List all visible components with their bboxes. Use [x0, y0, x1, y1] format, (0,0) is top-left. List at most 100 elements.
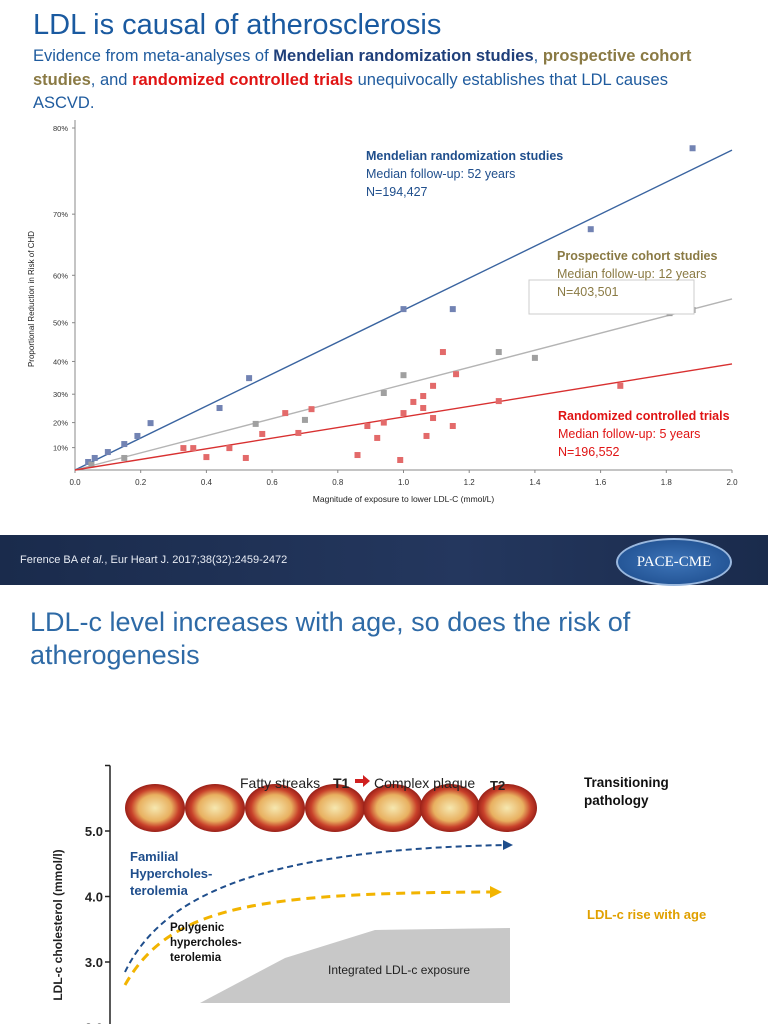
data-point [282, 410, 289, 417]
slide-2-chart: 2.0 3.0 4.0 5.0 LDL-c cholesterol (mmol/l) Fa… [51, 764, 706, 1024]
subtitle-segment: , and [90, 70, 133, 89]
data-point [449, 423, 456, 430]
slide-1-chart: 10% 20% 30% 40% 50% 60% 70% 80% 0.0 0.2 0.4 0.6 0.8 1… [27, 120, 738, 504]
familial-label: Hypercholes- [130, 866, 212, 881]
x-tick-label: 1.8 [661, 478, 673, 487]
data-point [439, 349, 446, 356]
data-point [410, 398, 417, 405]
polygenic-curve [123, 890, 493, 986]
slide-title: LDL is causal of atherosclerosis [33, 9, 442, 41]
data-point [495, 349, 502, 356]
data-point [400, 372, 407, 379]
subtitle-segment: , [533, 47, 543, 65]
data-point [617, 382, 624, 389]
data-point [121, 454, 128, 461]
data-point [400, 306, 407, 313]
x-tick-label: 2.0 [726, 478, 738, 487]
data-point [242, 454, 249, 461]
data-point [495, 398, 502, 405]
data-point [364, 423, 371, 430]
rise-label: LDL-c rise with age [587, 907, 706, 922]
data-point [190, 445, 197, 452]
series-name: Prospective cohort studies [557, 249, 718, 263]
y-axis-label: LDL-c cholesterol (mmol/l) [51, 849, 65, 1000]
transitioning-label: Transitioning [584, 775, 669, 790]
y-tick-label: 20% [53, 419, 68, 428]
data-point [354, 452, 361, 459]
x-tick-label: 0.2 [135, 478, 147, 487]
data-point [397, 456, 404, 463]
citation-segment: Ference BA [20, 554, 81, 566]
artery [420, 784, 480, 832]
data-point [531, 354, 538, 361]
subtitle-segment: Evidence from meta-analyses of [33, 47, 274, 65]
data-point [246, 375, 253, 382]
data-point [104, 449, 111, 456]
artery [477, 784, 537, 832]
series-n: N=196,552 [558, 445, 620, 459]
subtitle-segment: prospective cohort studies [33, 47, 692, 89]
x-tick-label: 1.2 [464, 478, 476, 487]
y-tick-label: 10% [53, 444, 68, 453]
y-tick-label: 40% [53, 357, 68, 366]
note-box [528, 279, 695, 315]
subtitle-segment: randomized controlled trials [132, 70, 354, 89]
polygenic-label: terolemia [170, 952, 222, 964]
data-point [449, 306, 456, 313]
arrowhead [503, 840, 513, 850]
arrow-icon [355, 775, 370, 787]
y-tick-label: 2.0 [85, 1021, 103, 1024]
stage-tag: T1 [333, 775, 350, 791]
logo: PACE-CME [616, 538, 732, 586]
familial-label: Familial [130, 849, 178, 864]
familial-curve [124, 844, 506, 973]
y-tick-label: 5.0 [85, 824, 103, 839]
data-point [374, 434, 381, 441]
artery [245, 784, 305, 832]
data-point [252, 420, 259, 427]
data-point [88, 461, 95, 468]
data-point [689, 145, 696, 152]
y-tick-label: 3.0 [85, 955, 103, 970]
trend-line [74, 298, 733, 471]
data-point [423, 432, 430, 439]
subtitle-segment: Mendelian randomization studies [273, 47, 534, 65]
data-point [295, 429, 302, 436]
artery [305, 784, 365, 832]
slide-title: LDL-c level increases with age, so does … [30, 607, 631, 670]
polygenic-label: Polygenic [170, 922, 225, 934]
x-tick-label: 1.6 [595, 478, 607, 487]
x-tick-label: 0.4 [201, 478, 213, 487]
exposure-area [200, 928, 510, 1003]
familial-label: terolemia [130, 883, 189, 898]
data-point [91, 454, 98, 461]
y-tick-label: 50% [53, 319, 68, 328]
y-tick-label: 70% [53, 210, 68, 219]
x-axis-label: Magnitude of exposure to lower LDL-C (mm… [313, 494, 495, 504]
data-point [203, 454, 210, 461]
subtitle-segment: unequivocally establishes that LDL cause… [33, 70, 668, 113]
artery [125, 784, 185, 832]
x-tick-label: 0.6 [267, 478, 279, 487]
series-follow-up: Median follow-up: 5 years [558, 427, 700, 441]
footer: Ference BA et al., Eur Heart J. 2017;38(… [0, 535, 768, 586]
data-point [308, 406, 315, 413]
data-point [301, 416, 308, 423]
series-n: N=194,427 [366, 185, 428, 199]
series-name: Randomized controlled trials [558, 409, 730, 423]
data-point [587, 226, 594, 233]
citation-segment: et al. [80, 554, 105, 566]
trend-line [74, 363, 733, 471]
x-tick-label: 0.8 [332, 478, 344, 487]
series-follow-up: Median follow-up: 12 years [557, 267, 706, 281]
data-point [121, 441, 128, 448]
data-point [380, 419, 387, 426]
data-point [400, 410, 407, 417]
data-point [134, 432, 141, 439]
series-name: Mendelian randomization studies [366, 149, 563, 163]
x-tick-label: 1.0 [398, 478, 410, 487]
citation: Ference BA et al., Eur Heart J. 2017;38(… [20, 554, 287, 566]
data-point [85, 458, 92, 465]
